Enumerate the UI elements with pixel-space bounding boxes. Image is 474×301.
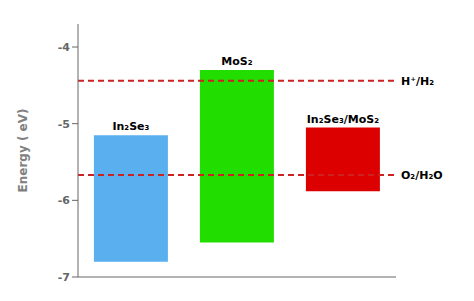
svg-text:In₂Se₃: In₂Se₃ <box>112 120 149 133</box>
svg-text:In₂Se₃/MoS₂: In₂Se₃/MoS₂ <box>307 113 379 126</box>
svg-text:MoS₂: MoS₂ <box>221 55 252 68</box>
svg-text:H⁺/H₂: H⁺/H₂ <box>401 75 434 88</box>
svg-text:-4: -4 <box>58 41 71 54</box>
svg-text:-5: -5 <box>58 118 70 131</box>
svg-text:O₂/H₂O: O₂/H₂O <box>401 169 443 182</box>
svg-text:-7: -7 <box>58 271 70 284</box>
svg-text:Energy ( eV): Energy ( eV) <box>16 109 30 193</box>
svg-text:-6: -6 <box>58 194 71 207</box>
